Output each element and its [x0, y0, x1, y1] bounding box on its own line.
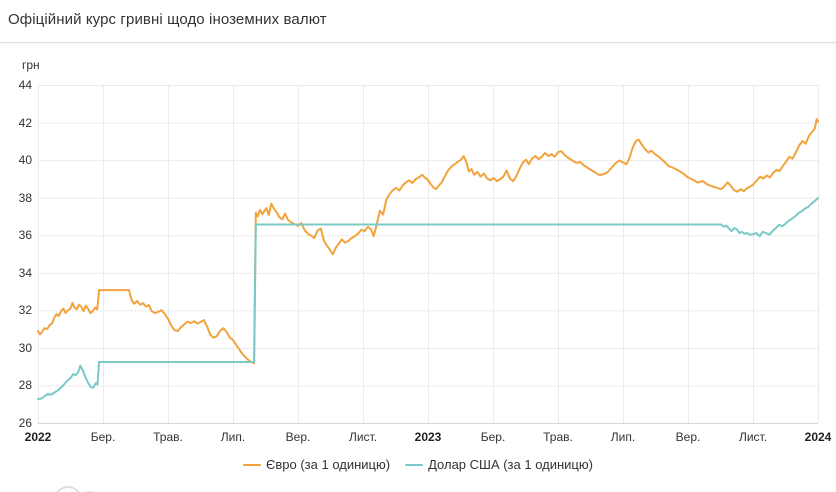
- chart-title: Офіційний курс гривні щодо іноземних вал…: [8, 11, 327, 28]
- chart-legend: Євро (за 1 одиницю) Долар США (за 1 одини…: [0, 457, 836, 472]
- watermark-logo: [56, 486, 80, 492]
- euro-series-line: [37, 118, 819, 365]
- legend-label: Долар США (за 1 одиницю): [428, 457, 593, 472]
- usd-series-line: [37, 197, 819, 400]
- legend-item-usd[interactable]: Долар США (за 1 одиницю): [405, 457, 593, 472]
- header-divider: [0, 42, 836, 43]
- legend-label: Євро (за 1 одиницю): [266, 457, 391, 472]
- y-axis-unit-label: грн: [22, 58, 40, 72]
- legend-line-icon: [243, 463, 262, 466]
- legend-line-icon: [405, 463, 424, 466]
- legend-item-euro[interactable]: Євро (за 1 одиницю): [243, 457, 390, 472]
